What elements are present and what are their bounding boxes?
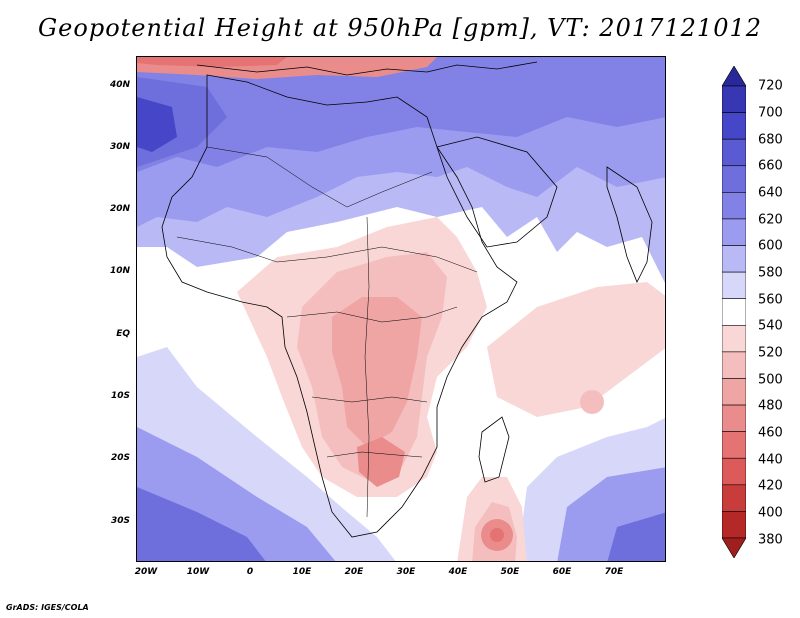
red-field-south-africa [357, 437, 405, 487]
border-south [326, 451, 423, 458]
colorbar-swatch [722, 351, 746, 379]
colorbar-swatch [722, 457, 746, 486]
pink-field-east [487, 282, 665, 417]
lat-label-40n: 40N [109, 80, 130, 90]
colorbar-swatch [722, 324, 746, 353]
border-southern [311, 396, 428, 403]
lat-label-20s: 20S [110, 453, 130, 463]
colorbar-label: 460 [758, 425, 783, 441]
colorbar-label: 540 [758, 318, 783, 334]
lat-label-10s: 10S [110, 391, 130, 401]
colorbar-label: 680 [758, 132, 783, 148]
colorbar-arrow-top [722, 66, 746, 87]
colorbar-label: 440 [758, 452, 783, 468]
colorbar-label: 580 [758, 265, 783, 281]
colorbar-swatch [722, 85, 746, 113]
lat-label-10n: 10N [109, 266, 130, 276]
map-panel[interactable] [136, 56, 666, 562]
lon-label-20e: 20E [344, 567, 364, 577]
africa-coastline [161, 74, 518, 538]
lon-label-30e: 30E [396, 567, 416, 577]
lon-label-20w: 20W [134, 567, 158, 577]
red-field-central-core [332, 297, 422, 447]
colorbar-swatch [722, 245, 746, 273]
border-meridional [364, 216, 370, 518]
colorbar-label: 520 [758, 345, 783, 361]
colorbar-label: 660 [758, 158, 783, 174]
madagascar-outline [478, 416, 510, 483]
coastlines [161, 61, 653, 538]
lon-label-0: 0 [246, 567, 254, 577]
blue-field-south-strong [137, 487, 266, 561]
colorbar-label: 700 [758, 105, 783, 121]
lon-label-10w: 10W [186, 567, 210, 577]
colorbar-label: 400 [758, 505, 783, 521]
europe-coast [196, 61, 538, 76]
blue-field-northwest-core [137, 97, 177, 152]
colorbar-label: 600 [758, 238, 783, 254]
lon-label-70e: 70E [604, 567, 624, 577]
colorbar-swatch [722, 165, 746, 193]
colorbar-swatch [722, 218, 746, 246]
colorbar-label: 640 [758, 185, 783, 201]
colorbar-swatch [722, 298, 746, 326]
blue-field-southeast-strong [607, 512, 665, 561]
lon-label-40e: 40E [448, 567, 468, 577]
colorbar-label: 560 [758, 292, 783, 308]
red-low-core [490, 528, 504, 542]
blue-field-north-strong [137, 57, 665, 172]
lon-label-10e: 10E [292, 567, 312, 577]
red-field-europe-core [137, 57, 287, 67]
colorbar-label: 380 [758, 532, 783, 548]
colorbar [722, 66, 746, 558]
colorbar-swatch [722, 192, 746, 220]
arabian-peninsula [436, 136, 558, 248]
country-borders [176, 146, 478, 518]
colorbar-label: 620 [758, 212, 783, 228]
colorbar-label: 480 [758, 398, 783, 414]
field-map [137, 57, 665, 561]
colorbar-swatch [722, 484, 746, 512]
credit-label: GrADS: IGES/COLA [6, 603, 89, 612]
chart-title: Geopotential Height at 950hPa [gpm], VT:… [38, 14, 762, 42]
colorbar-label: 720 [758, 78, 783, 94]
colorbar-swatch [722, 511, 746, 539]
lat-label-30s: 30S [110, 516, 130, 526]
colorbar-label: 500 [758, 372, 783, 388]
border-sahara [206, 146, 433, 208]
india-coast [606, 166, 653, 283]
colorbar-swatch [722, 404, 746, 432]
colorbar-swatch [722, 138, 746, 167]
lon-label-50e: 50E [500, 567, 520, 577]
border-central [286, 306, 458, 323]
border-sahel [176, 236, 478, 273]
lat-label-eq: EQ [116, 329, 130, 339]
lat-label-20n: 20N [109, 204, 130, 214]
lon-label-60e: 60E [552, 567, 572, 577]
pink-low-islet [580, 390, 604, 414]
lat-label-30n: 30N [109, 142, 130, 152]
colorbar-swatch [722, 431, 746, 459]
colorbar-arrow-bottom [722, 537, 746, 558]
colorbar-swatch [722, 112, 746, 140]
colorbar-swatch [722, 271, 746, 300]
colorbar-label: 420 [758, 478, 783, 494]
colorbar-swatch [722, 378, 746, 406]
